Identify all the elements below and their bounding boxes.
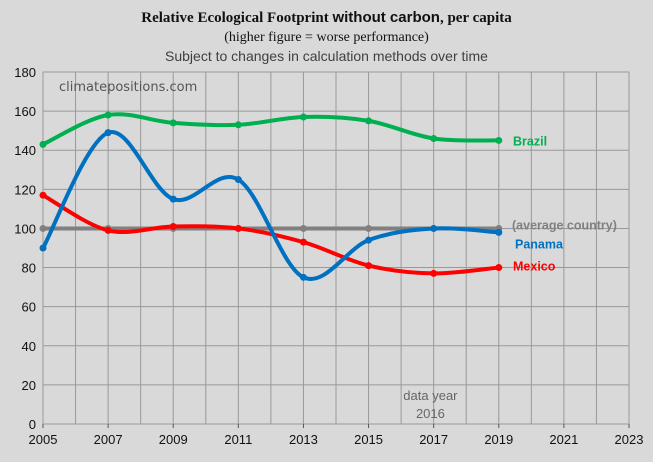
y-tick-label: 160 (14, 104, 36, 119)
x-tick-label: 2021 (549, 432, 578, 447)
watermark-text: climatepositions.com (59, 80, 197, 95)
data-point-mexico (299, 238, 307, 246)
x-tick-label: 2005 (29, 432, 58, 447)
series-label-average-country: (average country) (512, 218, 617, 232)
x-tick-label: 2015 (354, 432, 383, 447)
data-point-panama (365, 236, 373, 244)
series-label-brazil: Brazil (513, 134, 547, 148)
chart-title-emphasis: without carbon (332, 9, 440, 26)
y-tick-label: 180 (14, 65, 36, 80)
data-point-average-country (299, 224, 307, 232)
y-tick-label: 100 (14, 221, 36, 236)
data-point-brazil (234, 121, 242, 129)
x-tick-label: 2023 (615, 432, 644, 447)
chart-title-part3: , per capita (439, 10, 512, 26)
x-tick-label: 2013 (289, 432, 318, 447)
data-point-mexico (430, 269, 438, 277)
data-point-mexico (365, 262, 373, 270)
data-point-panama (234, 176, 242, 184)
data-point-brazil (430, 134, 438, 142)
data-point-average-country (39, 224, 47, 232)
x-tick-label: 2019 (484, 432, 513, 447)
y-tick-label: 80 (22, 261, 36, 276)
data-point-mexico (104, 226, 112, 234)
data-point-brazil (104, 111, 112, 119)
data-year-value: 2016 (416, 406, 445, 421)
data-year-label: data year (403, 388, 458, 403)
x-tick-label: 2011 (224, 432, 252, 447)
x-tick-label: 2017 (419, 432, 448, 447)
x-tick-label: 2009 (159, 432, 188, 447)
data-point-panama (39, 244, 47, 252)
data-point-brazil (39, 140, 47, 148)
data-point-brazil (365, 117, 373, 125)
y-tick-label: 120 (14, 182, 36, 197)
series-label-panama: Panama (515, 237, 564, 251)
data-point-panama (169, 195, 177, 203)
chart-note: Subject to changes in calculation method… (165, 48, 488, 64)
data-point-panama (299, 273, 307, 281)
data-point-panama (495, 228, 503, 236)
y-tick-label: 0 (29, 417, 36, 432)
series-label-mexico: Mexico (513, 260, 556, 274)
y-tick-label: 140 (14, 143, 36, 158)
data-point-brazil (169, 119, 177, 127)
chart-subtitle: (higher figure = worse performance) (224, 30, 429, 45)
chart-title-part1: Relative Ecological Footprint (141, 10, 333, 26)
data-point-panama (104, 129, 112, 137)
y-tick-label: 60 (22, 300, 36, 315)
chart-title: Relative Ecological Footprint without ca… (0, 9, 653, 27)
data-point-brazil (299, 113, 307, 121)
x-tick-label: 2007 (94, 432, 123, 447)
data-point-brazil (495, 136, 503, 144)
data-point-mexico (169, 222, 177, 230)
y-tick-label: 40 (22, 339, 36, 354)
data-point-mexico (39, 191, 47, 199)
data-point-mexico (495, 264, 503, 272)
y-tick-label: 20 (22, 378, 36, 393)
data-point-panama (430, 224, 438, 232)
data-point-mexico (234, 224, 242, 232)
data-point-average-country (365, 224, 373, 232)
series-line-brazil (41, 112, 501, 147)
